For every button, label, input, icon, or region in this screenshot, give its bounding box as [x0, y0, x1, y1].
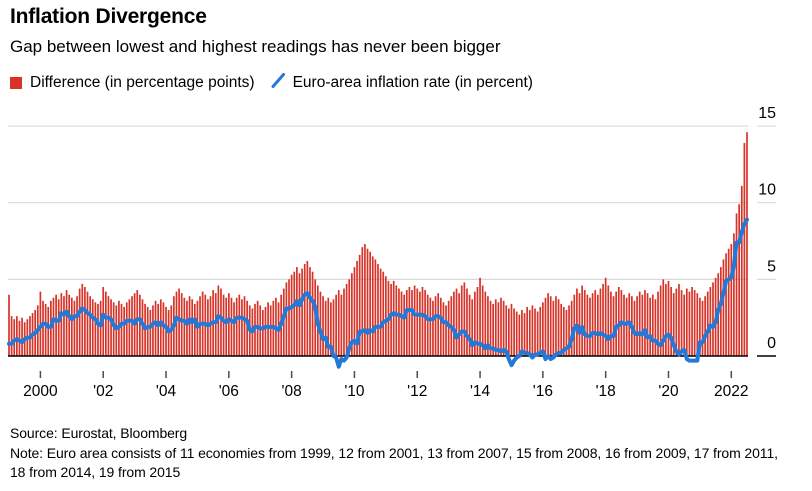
note-line: Note: Euro area consists of 11 economies… — [10, 444, 778, 481]
x-tick-label: '10 — [344, 383, 365, 400]
x-axis: 2000 '02 '04 '06 '08 '10 '12 '14 '16 '18 '20 2022 — [23, 371, 749, 400]
x-tick-label: '18 — [596, 383, 616, 400]
x-tick-label: '12 — [407, 383, 427, 400]
difference-bars — [8, 132, 748, 357]
y-gridlines — [8, 125, 776, 280]
x-tick-label: '02 — [93, 383, 113, 400]
x-tick-label: '16 — [533, 383, 553, 400]
legend-label-inflation: Euro-area inflation rate (in percent) — [292, 74, 533, 91]
chart-canvas: 0 5 10 15 2000 '02 '04 '06 '08 '10 '12 '14 '16 '18 '20… — [7, 105, 776, 400]
legend-label-difference: Difference (in percentage points) — [30, 74, 255, 91]
y-tick-label: 10 — [758, 182, 776, 199]
y-tick-label: 0 — [767, 335, 776, 352]
x-tick-label: '14 — [470, 383, 491, 400]
y-tick-label: 5 — [767, 258, 776, 275]
blue-slash-icon — [271, 73, 286, 93]
source-line: Source: Eurostat, Bloomberg — [10, 425, 188, 441]
x-tick-label: 2000 — [23, 383, 58, 400]
x-tick-label: '20 — [658, 383, 679, 400]
x-tick-label: 2022 — [714, 383, 748, 400]
chart-footer: Source: Eurostat, Bloomberg Note: Euro a… — [10, 424, 786, 483]
chart-subtitle: Gap between lowest and highest readings … — [10, 37, 501, 56]
x-tick-label: '06 — [219, 383, 239, 400]
chart-legend: Difference (in percentage points) Euro-a… — [10, 73, 533, 93]
y-axis-labels: 0 5 10 15 — [758, 105, 776, 352]
inflation-line — [7, 217, 749, 369]
x-tick-label: '04 — [156, 383, 177, 400]
red-square-icon — [10, 77, 22, 89]
x-tick-label: '08 — [282, 383, 302, 400]
legend-item-difference: Difference (in percentage points) — [10, 74, 255, 92]
legend-item-inflation: Euro-area inflation rate (in percent) — [271, 73, 533, 93]
y-tick-label: 15 — [758, 105, 776, 122]
page-title: Inflation Divergence — [10, 5, 207, 28]
